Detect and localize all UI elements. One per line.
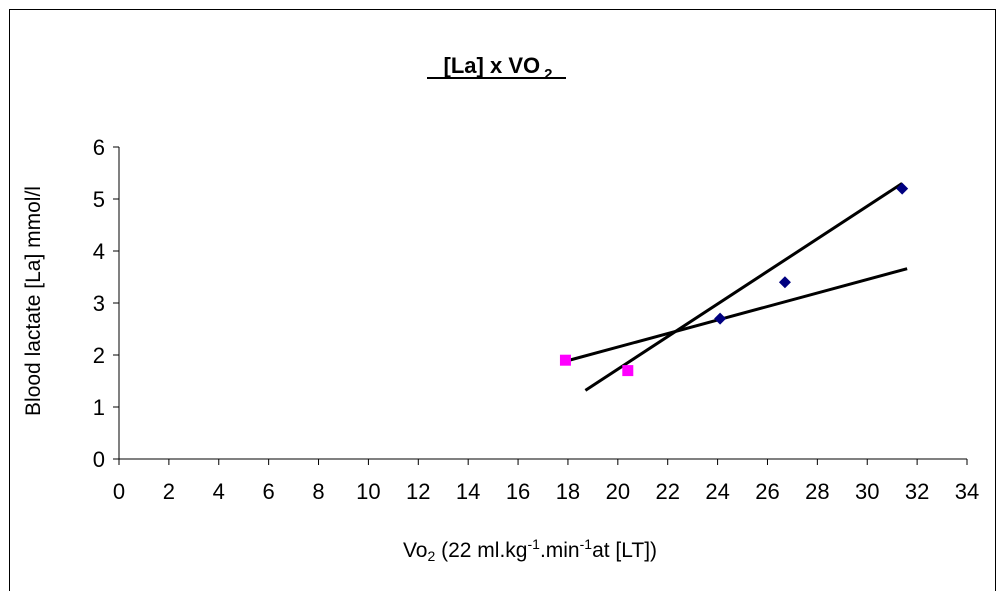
x-axis-label-superscript-1: -1 — [527, 536, 540, 552]
x-axis-label-superscript-2: -1 — [580, 536, 593, 552]
marker-layer — [559, 182, 909, 377]
trendline — [584, 182, 903, 392]
y-tick-label: 4 — [93, 239, 105, 264]
x-tick-label: 12 — [406, 479, 430, 504]
x-axis-label-middle-2: .min — [540, 539, 580, 562]
x-tick-label: 0 — [113, 479, 125, 504]
data-point-square — [622, 365, 634, 377]
data-point-diamond — [778, 276, 791, 289]
data-point-diamond — [714, 312, 727, 325]
x-tick-label: 14 — [456, 479, 480, 504]
x-axis-label-middle: (22 ml.kg — [435, 539, 527, 562]
y-tick-label: 0 — [93, 447, 105, 472]
x-axis-label: Vo2 (22 ml.kg-1.min-1at [LT]) — [403, 536, 657, 564]
trendline-layer — [565, 182, 908, 392]
y-tick-label: 3 — [93, 291, 105, 316]
chart-title-main: [La] x VO — [444, 53, 541, 78]
chart-title-subscript: 2 — [544, 66, 552, 83]
x-tick-label: 16 — [506, 479, 530, 504]
x-axis-label-end: at [LT]) — [592, 539, 657, 562]
chart-title: [La] x VO 2 — [444, 53, 553, 83]
x-tick-label: 18 — [556, 479, 580, 504]
x-tick-label: 28 — [805, 479, 829, 504]
x-tick-label: 8 — [312, 479, 324, 504]
trendline — [565, 267, 908, 363]
x-tick-label: 2 — [163, 479, 175, 504]
y-tick-label: 5 — [93, 187, 105, 212]
x-tick-label: 24 — [705, 479, 729, 504]
y-axis-label: Blood lactate [La] mmol/l — [22, 186, 45, 416]
x-tick-label: 4 — [213, 479, 225, 504]
x-tick-label: 34 — [955, 479, 979, 504]
x-tick-label: 26 — [755, 479, 779, 504]
y-tick-label: 2 — [93, 343, 105, 368]
y-tick-label: 6 — [93, 135, 105, 160]
y-tick-label: 1 — [93, 395, 105, 420]
data-point-diamond — [896, 182, 909, 195]
x-tick-label: 10 — [356, 479, 380, 504]
x-tick-label: 30 — [855, 479, 879, 504]
chart-border — [9, 9, 996, 591]
x-tick-label: 22 — [655, 479, 679, 504]
x-axis-label-main: Vo — [403, 539, 428, 562]
x-axis-label-subscript: 2 — [427, 548, 435, 564]
x-tick-label: 32 — [905, 479, 929, 504]
x-tick-label: 20 — [606, 479, 630, 504]
data-point-square — [559, 354, 571, 366]
x-tick-label: 6 — [263, 479, 275, 504]
